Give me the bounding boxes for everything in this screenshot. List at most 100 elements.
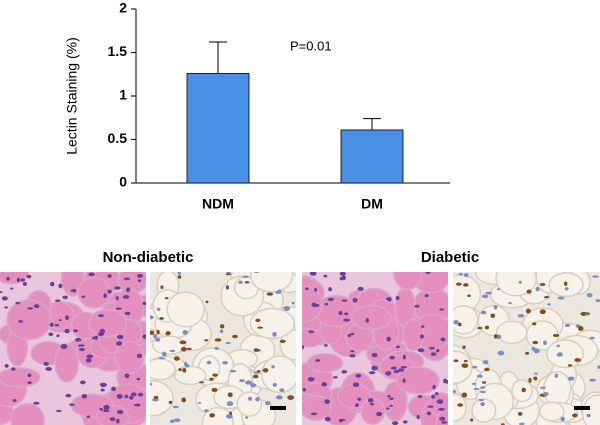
nucleus xyxy=(539,309,546,315)
nucleus xyxy=(77,344,85,347)
nucleus xyxy=(153,395,159,400)
nucleus xyxy=(15,301,21,305)
nucleus xyxy=(332,376,338,379)
nucleus xyxy=(11,367,16,371)
nucleus xyxy=(88,272,95,277)
nucleus xyxy=(485,291,492,295)
nucleus xyxy=(324,416,331,422)
nucleus xyxy=(86,415,91,418)
y-tick-label: 0.5 xyxy=(108,130,128,146)
nucleus xyxy=(343,312,349,316)
nucleus xyxy=(338,420,343,423)
nucleus xyxy=(445,380,448,384)
nucleus xyxy=(425,272,431,275)
nucleus xyxy=(150,315,154,320)
nucleus xyxy=(310,412,317,416)
fiber xyxy=(114,340,145,375)
fiber xyxy=(396,366,440,395)
fiber xyxy=(453,393,467,422)
nucleus xyxy=(81,393,88,399)
nucleus xyxy=(436,348,440,353)
nucleus xyxy=(266,292,274,296)
nucleus xyxy=(365,318,370,323)
nucleus xyxy=(532,322,537,326)
fiber xyxy=(9,402,45,425)
nucleus xyxy=(490,313,496,319)
nucleus xyxy=(98,314,104,318)
nucleus xyxy=(424,294,429,298)
nucleus xyxy=(473,388,480,391)
nucleus xyxy=(12,399,17,403)
nucleus xyxy=(389,397,394,400)
scale-bar xyxy=(574,406,590,410)
nucleus xyxy=(323,274,328,278)
nucleus xyxy=(563,281,568,287)
nucleus xyxy=(69,403,75,406)
nucleus xyxy=(428,346,435,350)
nucleus xyxy=(225,414,233,419)
nucleus xyxy=(45,367,52,371)
nucleus xyxy=(159,316,164,320)
nucleus xyxy=(116,334,124,340)
nucleus xyxy=(153,333,158,339)
nucleus xyxy=(431,394,436,399)
nucleus xyxy=(150,330,155,335)
nucleus xyxy=(109,417,116,422)
nucleus xyxy=(314,287,318,292)
nucleus xyxy=(136,273,144,278)
nucleus xyxy=(395,296,400,301)
nucleus xyxy=(185,364,190,368)
nucleus xyxy=(479,390,487,394)
nucleus xyxy=(250,383,257,388)
nucleus xyxy=(238,280,243,285)
nucleus xyxy=(482,360,489,365)
nucleus xyxy=(389,404,393,407)
nucleus xyxy=(315,359,321,362)
micrograph xyxy=(302,272,448,425)
nucleus xyxy=(531,347,536,351)
nucleus xyxy=(417,395,423,399)
nucleus xyxy=(178,368,182,372)
nucleus xyxy=(564,287,569,291)
nucleus xyxy=(255,397,260,402)
nucleus xyxy=(453,390,457,394)
nucleus xyxy=(199,381,204,384)
nucleus xyxy=(477,326,483,330)
nucleus xyxy=(402,378,406,383)
nucleus xyxy=(169,419,175,424)
nucleus xyxy=(91,336,98,340)
nucleus xyxy=(252,374,259,379)
nucleus xyxy=(439,416,446,421)
nucleus xyxy=(232,334,238,339)
nucleus xyxy=(463,359,468,363)
nucleus xyxy=(321,382,328,387)
nucleus xyxy=(338,311,343,316)
nucleus xyxy=(343,318,350,322)
nucleus xyxy=(206,360,212,365)
nucleus xyxy=(58,283,63,289)
nucleus xyxy=(56,334,60,338)
nucleus xyxy=(471,365,478,369)
nucleus xyxy=(480,310,487,315)
nucleus xyxy=(136,377,141,381)
nucleus xyxy=(247,396,253,401)
nucleus xyxy=(357,397,362,401)
nucleus xyxy=(543,295,550,299)
nucleus xyxy=(560,416,565,422)
nucleus xyxy=(78,347,85,352)
nucleus xyxy=(111,386,116,392)
nucleus xyxy=(552,333,560,337)
nucleus xyxy=(457,322,462,327)
nucleus xyxy=(107,274,112,278)
nucleus xyxy=(480,402,486,407)
nucleus xyxy=(277,289,282,294)
nucleus xyxy=(376,411,383,417)
nucleus xyxy=(416,414,420,420)
nucleus xyxy=(572,413,578,418)
nucleus xyxy=(72,288,77,293)
nucleus xyxy=(589,378,596,382)
nucleus xyxy=(402,354,406,360)
nucleus xyxy=(54,323,60,327)
micrograph xyxy=(150,272,296,425)
